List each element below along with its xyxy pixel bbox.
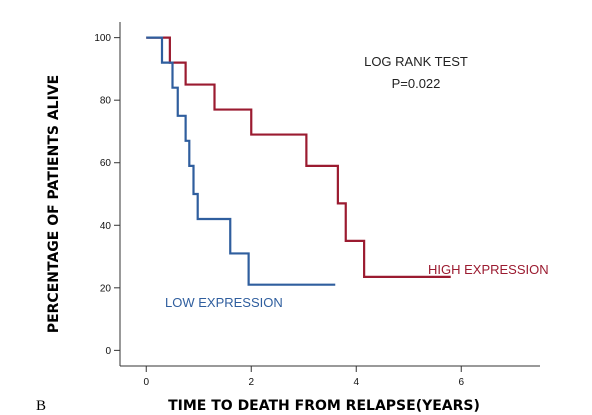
y-tick-label: 20 [100, 283, 112, 294]
y-tick-label: 40 [100, 221, 112, 232]
series-layer [146, 36, 451, 286]
y-tick-label: 0 [105, 346, 111, 357]
p-value: P=0.022 [392, 76, 441, 91]
x-tick-label: 6 [458, 377, 464, 388]
y-tick-label: 80 [100, 96, 112, 107]
x-axis-label: TIME TO DEATH FROM RELAPSE(YEARS) [168, 398, 480, 414]
x-tick-label: 0 [143, 377, 149, 388]
log-rank-title: LOG RANK TEST [364, 54, 468, 69]
series-line-high-expression [146, 36, 451, 278]
axes: 0 20 40 60 80 100 0 2 4 6 [94, 22, 540, 388]
series-line-low-expression [146, 36, 336, 286]
x-tick-label: 4 [353, 377, 359, 388]
y-axis-label: PERCENTAGE OF PATIENTS ALIVE [46, 75, 62, 333]
x-tick-label: 2 [248, 377, 254, 388]
y-tick-label: 100 [94, 33, 111, 44]
panel-letter: B [36, 398, 46, 414]
x-ticks: 0 2 4 6 [143, 366, 464, 388]
y-tick-label: 60 [100, 158, 112, 169]
y-ticks: 0 20 40 60 80 100 [94, 33, 120, 357]
low-expression-label: LOW EXPRESSION [165, 295, 283, 310]
high-expression-label: HIGH EXPRESSION [428, 262, 549, 277]
